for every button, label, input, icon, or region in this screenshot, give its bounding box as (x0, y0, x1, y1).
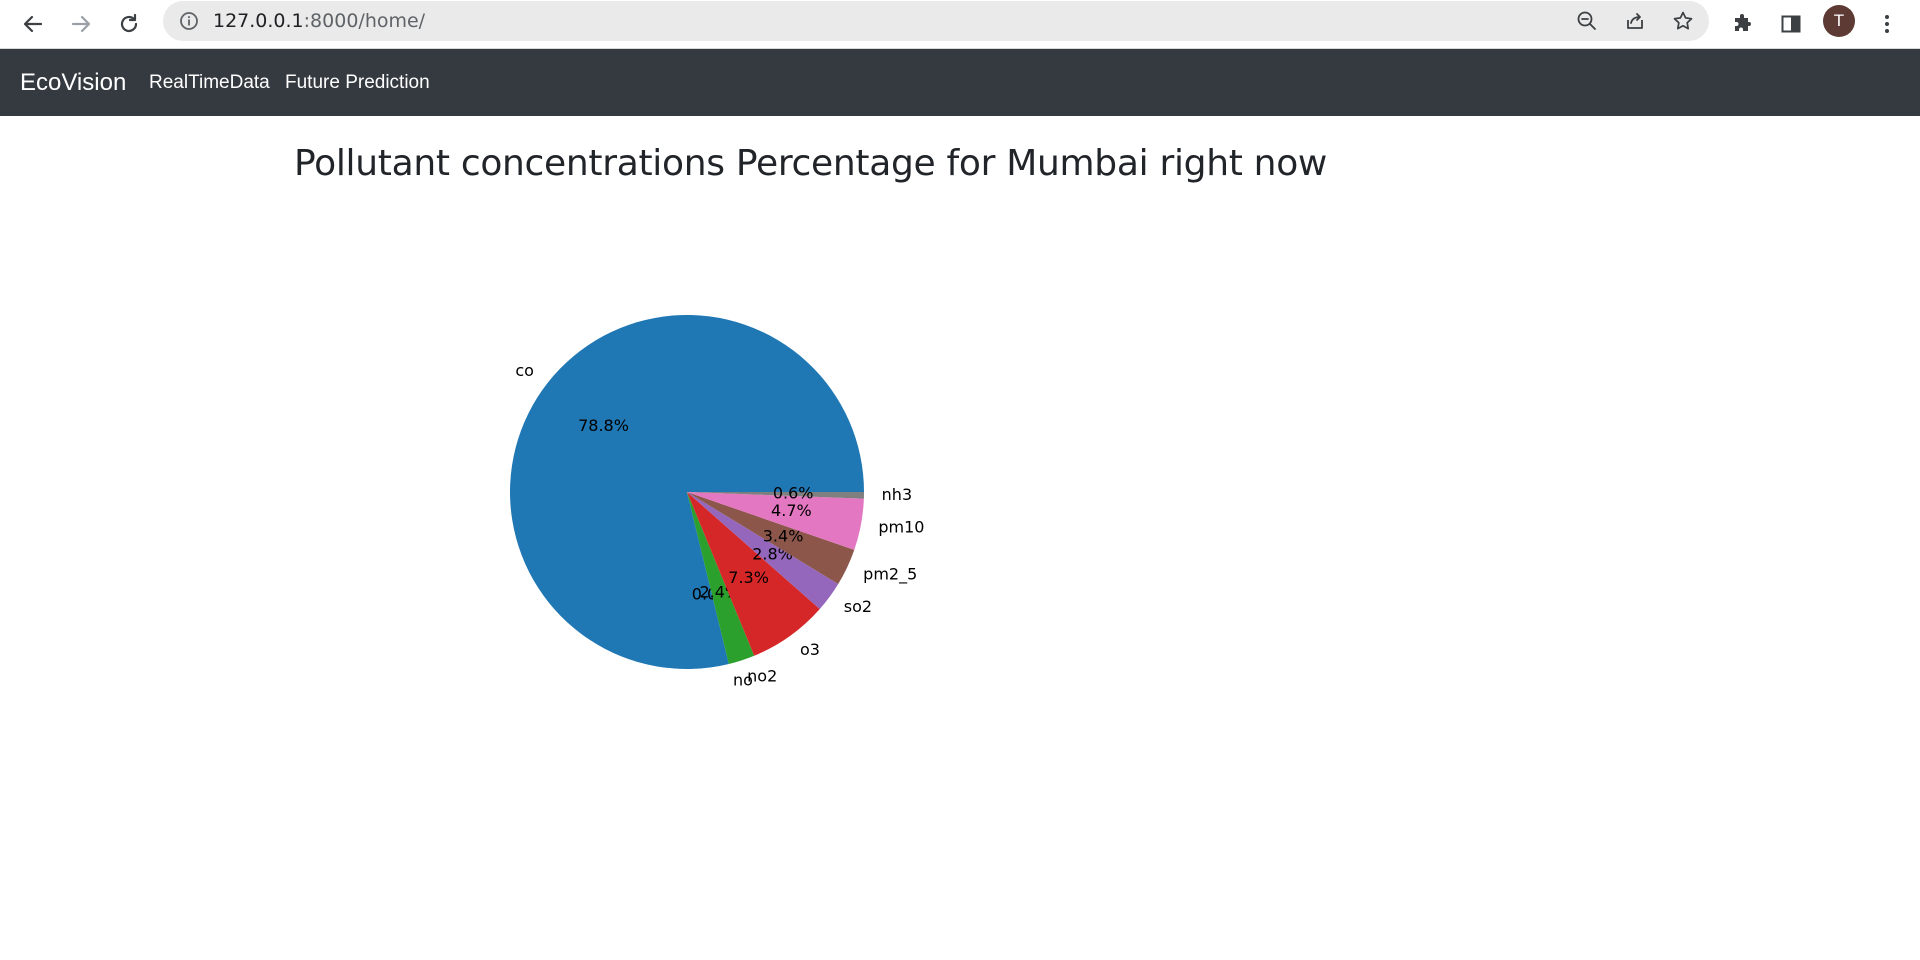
share-icon[interactable] (1623, 9, 1647, 33)
nav-link-realtimedata[interactable]: RealTimeData (149, 72, 270, 93)
profile-avatar[interactable]: T (1823, 5, 1855, 37)
extensions-button[interactable] (1727, 8, 1759, 40)
pie-label-o3: o3 (800, 640, 820, 659)
pie-percent-pm10: 4.7% (771, 501, 812, 520)
browser-menu-button[interactable] (1871, 8, 1903, 40)
reload-icon (120, 13, 138, 33)
url-host: 127.0.0.1 (213, 10, 304, 32)
pie-slice-nh3 (687, 492, 864, 499)
reload-button[interactable] (113, 8, 145, 40)
url-text[interactable]: 127.0.0.1:8000/home/ (213, 1, 425, 41)
url-path: :8000/home/ (303, 10, 426, 32)
pie-label-pm10: pm10 (878, 517, 924, 536)
info-icon[interactable] (177, 9, 201, 33)
pie-percent-o3: 7.3% (728, 568, 769, 587)
pie-slice-pm10 (687, 492, 864, 550)
pie-label-nh3: nh3 (882, 485, 912, 504)
side-panel-icon (1781, 15, 1801, 33)
arrow-right-icon (71, 15, 91, 33)
pie-label-no: no (733, 671, 753, 690)
browser-toolbar: 127.0.0.1:8000/home/ T (0, 0, 1920, 49)
page-title: Pollutant concentrations Percentage for … (294, 143, 1328, 184)
pie-label-so2: so2 (844, 597, 872, 616)
pie-slice-co (509, 315, 864, 669)
pie-slice-pm2-5 (687, 492, 855, 585)
side-panel-button[interactable] (1775, 8, 1807, 40)
star-icon[interactable] (1671, 9, 1695, 33)
brand-link[interactable]: EcoVision (20, 69, 127, 96)
zoom-out-icon[interactable] (1575, 9, 1599, 33)
pie-percent-nh3: 0.6% (773, 484, 814, 503)
more-vert-icon (1885, 15, 1889, 33)
pie-slice-o3 (687, 492, 820, 656)
navbar: EcoVision RealTimeData Future Prediction (0, 49, 1920, 116)
forward-button[interactable] (65, 8, 97, 40)
pie-chart: co78.8%no0.0%no22.4%o37.3%so22.8%pm2_53.… (509, 315, 924, 690)
pie-percent-co: 78.8% (578, 416, 629, 435)
address-bar[interactable]: 127.0.0.1:8000/home/ (163, 1, 1709, 41)
back-button[interactable] (17, 8, 49, 40)
pie-slice-so2 (687, 492, 839, 610)
pie-label-no2: no2 (747, 667, 777, 686)
nav-link-future-prediction[interactable]: Future Prediction (285, 72, 430, 93)
pie-label-co: co (515, 361, 534, 380)
arrow-left-icon (23, 15, 43, 33)
pie-slice-no2 (687, 492, 755, 664)
pie-percent-pm2-5: 3.4% (763, 527, 804, 546)
puzzle-icon (1735, 14, 1751, 31)
pie-label-pm2-5: pm2_5 (863, 564, 917, 584)
